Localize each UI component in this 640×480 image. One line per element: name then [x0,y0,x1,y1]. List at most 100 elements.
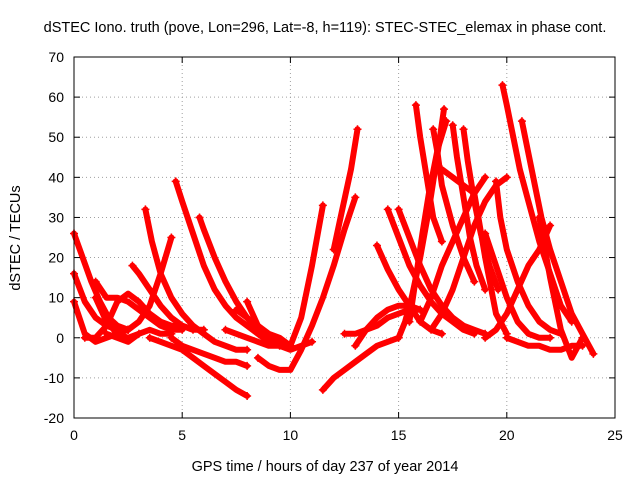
series-arc12-marker [145,333,154,342]
series-arc34-line [438,166,510,337]
series-arc33-marker [494,285,503,294]
series-arc36-line [493,178,564,337]
series-arc20-marker [340,329,349,338]
series-arc31-marker [429,125,438,134]
series-arc27-marker [405,317,414,326]
series-arc41-marker [578,333,587,342]
series-arc13-line [168,334,251,369]
series-arc16-marker [308,337,317,346]
series-arc8-marker [167,233,176,242]
series-arc13-marker [167,333,176,342]
series-arc29-marker [416,317,425,326]
series-arc17-line [254,194,359,373]
series-arc27-marker [442,117,451,126]
series-arc8-marker [124,325,133,334]
series-arc4-line [81,290,196,341]
series-arc18-marker [221,325,230,334]
series-arc9-marker [128,261,137,270]
series-arc7-marker [102,329,111,338]
series-arc11-line [172,178,283,349]
series-arc31-line [430,126,478,285]
series-arc38-line [518,118,597,357]
series-arc19-marker [318,385,327,394]
y-tick-label: -20 [44,410,64,426]
series-arc23-marker [437,329,446,338]
series-arc17-marker [253,353,262,362]
series-arc7-marker [134,329,143,338]
series-arc9-line [129,262,207,333]
series-arc8-line [125,234,175,333]
x-tick-label: 25 [607,427,623,443]
series-arc38-marker [589,349,598,358]
series-arc21-marker [329,245,338,254]
series-arc21-marker [353,125,362,134]
x-tick-label: 15 [391,427,407,443]
series-arc26-marker [394,333,403,342]
series-arc28-line [412,102,445,245]
y-tick-label: 70 [48,49,64,65]
series-arc28-marker [437,237,446,246]
series-arc25-line [395,206,489,337]
axis-ticks: 0 5 10 15 20 25 -20 -10 0 10 20 30 40 50 60 70 [44,49,623,443]
y-tick-label: 60 [48,89,64,105]
series-arc7-line [103,330,142,345]
series-arc28-marker [411,101,420,110]
y-tick-label: 50 [48,129,64,145]
series-arc12-line [146,334,251,399]
series-arc30-marker [427,325,436,334]
series-arc30-marker [502,173,511,182]
series-arc16-marker [243,297,252,306]
series-arc11-marker [171,177,180,186]
series-arc2-line [71,270,132,333]
series-arc35-marker [546,333,555,342]
x-tick-label: 0 [70,427,78,443]
series-arc10-marker [141,205,150,214]
y-tick-label: 10 [48,290,64,306]
series-arc15-marker [232,305,241,314]
x-tick-label: 10 [283,427,299,443]
series-arc29-marker [481,173,490,182]
series-arc18-marker [318,201,327,210]
series-arc36-marker [491,177,500,186]
series-arc33-marker [459,125,468,134]
series-arc34-marker [437,165,446,174]
series-arc10-marker [243,345,252,354]
series-arc10-line [142,206,251,353]
plot-frame [73,56,616,419]
series-arc24-marker [383,205,392,214]
series-arc18-line [222,202,326,349]
series-arc6-marker [91,293,100,302]
series-arc5-marker [91,277,100,286]
y-tick-label: 20 [48,250,64,266]
y-tick-label: 40 [48,169,64,185]
chart-title: dSTEC Iono. truth (pove, Lon=296, Lat=-8… [44,20,607,36]
series-arc39-line [482,222,554,341]
series-arc39-marker [546,221,555,230]
y-tick-label: 30 [48,209,64,225]
y-axis-label: dSTEC / TECUs [8,185,24,290]
series-arc17-marker [351,193,360,202]
x-tick-label: 20 [499,427,515,443]
y-tick-label: -10 [44,370,64,386]
series-arc35-line [482,230,554,341]
series-arc37-marker [498,81,507,90]
series-arc12-marker [243,391,252,400]
series-arc23-marker [372,241,381,250]
series-arc32-marker [448,121,457,130]
x-tick-label: 5 [178,427,186,443]
series-arc37-line [499,82,575,325]
series-arc22-marker [351,341,360,350]
series-arc31-marker [470,277,479,286]
series-arc32-line [449,122,489,293]
series-arc4-marker [80,333,89,342]
series-arc35-marker [481,229,490,238]
series-arc25-marker [394,205,403,214]
series-arc26-marker [440,105,449,114]
data-layer [70,81,598,400]
series-arc14-marker [195,213,204,222]
series-arc21-line [330,126,361,253]
series-arc39-marker [481,333,490,342]
series-arc41-marker [535,213,544,222]
